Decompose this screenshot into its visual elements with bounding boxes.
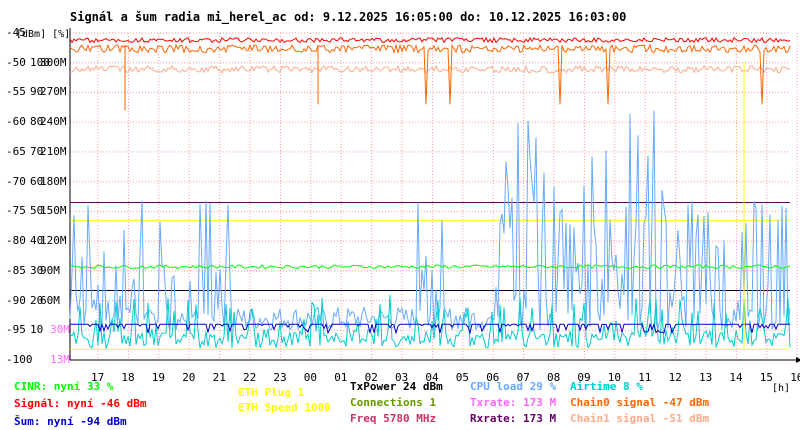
x-tick-label: 16 bbox=[790, 371, 800, 384]
plot-area bbox=[69, 36, 791, 350]
x-tick-label: 10 bbox=[608, 371, 621, 384]
x-tick-label: 06 bbox=[486, 371, 499, 384]
y-label-pct: 10 bbox=[30, 323, 44, 337]
y-label-rate: 300M bbox=[40, 55, 67, 69]
x-tick-label: 03 bbox=[395, 371, 408, 384]
x-tick-label: 18 bbox=[121, 371, 134, 384]
y-label-pct: 40 bbox=[30, 234, 44, 248]
noise-series bbox=[70, 322, 790, 335]
legend-txrate: Txrate: 173 M bbox=[470, 396, 557, 409]
x-axis-arrow bbox=[796, 357, 800, 363]
cinr-series bbox=[69, 264, 791, 270]
x-tick-label: 17 bbox=[91, 371, 104, 384]
y-label-pct: 20 bbox=[30, 293, 44, 307]
x-tick-label: 19 bbox=[152, 371, 165, 384]
cpu-load-series bbox=[69, 110, 791, 331]
x-tick-label: 04 bbox=[425, 371, 439, 384]
y-label-rate: 240M bbox=[40, 115, 67, 129]
y-label-dbm: -65 bbox=[6, 144, 26, 158]
signal-series bbox=[69, 36, 791, 44]
y-label-rate: 180M bbox=[40, 174, 67, 188]
x-tick-label: 15 bbox=[760, 371, 773, 384]
x-unit-label: [h] bbox=[772, 383, 790, 394]
y-label-dbm: -80 bbox=[6, 234, 26, 248]
y-label-dbm: -60 bbox=[6, 115, 26, 129]
legend-cinr: CINR: nyní 33 % bbox=[14, 380, 114, 393]
legend-txpower: TxPower 24 dBm bbox=[350, 380, 443, 393]
legend-eth-speed: ETH Speed 1000 bbox=[238, 401, 331, 414]
legend-airtime: Airtime 8 % bbox=[570, 380, 643, 393]
y-label-pct: 80 bbox=[30, 115, 44, 129]
y-label-rate: 120M bbox=[40, 234, 67, 248]
x-tick-label: 11 bbox=[638, 371, 651, 384]
x-tick-label: 05 bbox=[456, 371, 469, 384]
legend-signal: Signál: nyní -46 dBm bbox=[14, 397, 147, 410]
x-tick-label: 00 bbox=[304, 371, 317, 384]
chart-title: Signál a šum radia mi_herel_ac od: 9.12.… bbox=[70, 10, 627, 24]
x-axis: 17 18 19 20 21 22 23 00 01 02 03 04 05 06 07 08 09 10 11 12… bbox=[91, 371, 800, 394]
y-label-dbm: -50 bbox=[6, 55, 26, 69]
x-tick-label: 13 bbox=[699, 371, 712, 384]
x-tick-label: 23 bbox=[273, 371, 286, 384]
y-label-rate: 90M bbox=[40, 263, 60, 277]
y-label-pct: 60 bbox=[30, 174, 44, 188]
y-label-rate: 30M bbox=[50, 323, 70, 337]
legend-rxrate: Rxrate: 173 M bbox=[470, 412, 557, 425]
y-label-rate: 210M bbox=[40, 144, 67, 158]
x-tick-label: 12 bbox=[669, 371, 682, 384]
legend-chain0: Chain0 signal -47 dBm bbox=[570, 396, 710, 409]
x-tick-label: 01 bbox=[334, 371, 347, 384]
legend-freq: Freq 5780 MHz bbox=[350, 412, 437, 425]
y-label-pct: 90 bbox=[30, 85, 44, 99]
legend-eth-plug: ETH Plug 1 bbox=[238, 386, 305, 399]
y-label-dbm: -70 bbox=[6, 174, 26, 188]
x-tick-label: 08 bbox=[547, 371, 560, 384]
y-label-dbm: -85 bbox=[6, 263, 26, 277]
x-tick-label: 09 bbox=[577, 371, 590, 384]
y-label-pct: 30 bbox=[30, 263, 44, 277]
y-label-dbm: -90 bbox=[6, 293, 26, 307]
y-label-rate: 60M bbox=[40, 293, 60, 307]
legend-cpu: CPU load 29 % bbox=[470, 380, 557, 393]
chain0-series bbox=[69, 43, 791, 105]
y-label-pct: 50 bbox=[30, 204, 44, 218]
y-label-rate: 13M bbox=[50, 353, 70, 366]
y-unit-label: [dBm] [%] bbox=[16, 29, 71, 40]
y-label-dbm: -95 bbox=[6, 323, 26, 337]
airtime-series bbox=[69, 295, 791, 350]
x-tick-label: 02 bbox=[365, 371, 378, 384]
x-tick-label: 14 bbox=[729, 371, 743, 384]
x-tick-label: 22 bbox=[243, 371, 256, 384]
y-label-dbm: -45 bbox=[6, 26, 26, 39]
y-label-pct: 100 bbox=[30, 55, 50, 69]
y-label-dbm: -100 bbox=[6, 353, 33, 366]
x-tick-label: 20 bbox=[182, 371, 195, 384]
y-label-pct: 70 bbox=[30, 144, 44, 158]
legend-connections: Connections 1 bbox=[350, 396, 437, 409]
x-tick-label: 21 bbox=[213, 371, 226, 384]
y-label-dbm: -55 bbox=[6, 85, 26, 99]
legend-noise: Šum: nyní -94 dBm bbox=[14, 415, 127, 428]
x-tick-label: 07 bbox=[517, 371, 530, 384]
legend-chain1: Chain1 signal -51 dBm bbox=[570, 412, 710, 425]
grid bbox=[69, 28, 800, 363]
y-label-rate: 150M bbox=[40, 204, 67, 218]
chain1-series bbox=[69, 64, 791, 74]
y-label-rate: 270M bbox=[40, 85, 67, 99]
y-label-dbm: -75 bbox=[6, 204, 26, 218]
